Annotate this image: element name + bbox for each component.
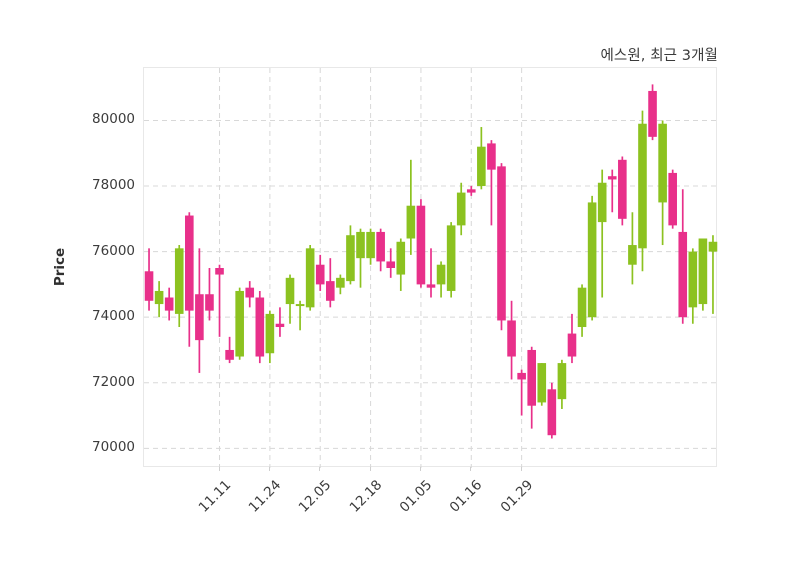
x-tick-label: 11.11 xyxy=(195,477,234,516)
x-tick-label: 01.05 xyxy=(396,477,436,516)
x-tick-label: 11.24 xyxy=(245,477,285,516)
x-tick-mark xyxy=(319,467,321,471)
candle-body xyxy=(446,225,456,291)
candle-body xyxy=(215,268,224,275)
candle-body xyxy=(527,349,537,406)
candle-body xyxy=(497,166,506,321)
candle-body xyxy=(235,290,244,357)
x-tick-label: 12.18 xyxy=(346,477,385,516)
candle-body xyxy=(356,231,365,259)
x-tick-label: 12.05 xyxy=(295,477,335,516)
candlestick-svg xyxy=(144,68,718,468)
candle-body xyxy=(587,202,597,318)
candle-body xyxy=(638,123,647,249)
candle-body xyxy=(426,284,436,288)
candle-body xyxy=(225,349,234,360)
candle-body xyxy=(205,294,214,311)
candle-body xyxy=(567,333,577,357)
candle-body xyxy=(466,189,476,193)
x-tick-mark xyxy=(268,467,270,471)
candle-body xyxy=(386,261,396,268)
candle-body xyxy=(416,205,426,285)
candle-body xyxy=(688,251,698,308)
candle-body xyxy=(346,235,355,282)
candle-body xyxy=(607,176,617,180)
candle-body xyxy=(144,271,154,301)
y-tick-label: 74000 xyxy=(92,308,135,325)
candle-body xyxy=(708,241,718,252)
candle-body xyxy=(154,290,164,305)
y-tick-label: 80000 xyxy=(92,111,135,128)
candle-body xyxy=(456,192,466,226)
x-tick-mark xyxy=(218,467,220,471)
candle-body xyxy=(255,297,265,357)
candlestick-series xyxy=(144,84,718,439)
candle-body xyxy=(366,231,375,259)
candle-body xyxy=(507,320,516,357)
x-tick-mark xyxy=(419,467,421,471)
candle-body xyxy=(678,231,688,318)
y-tick-label: 76000 xyxy=(92,242,135,259)
x-axis-tick-labels: 11.11 11.24 12.05 12.18 01.05 01.16 01.29 xyxy=(143,467,717,547)
candle-body xyxy=(628,245,637,265)
candle-body xyxy=(668,172,677,226)
candle-body xyxy=(315,264,325,285)
candle-body xyxy=(547,389,557,436)
candle-body xyxy=(396,241,406,275)
candle-body xyxy=(245,287,255,298)
candle-body xyxy=(698,238,708,305)
x-tick-mark xyxy=(470,467,472,471)
candle-body xyxy=(648,90,657,137)
candle-body xyxy=(275,323,285,328)
y-tick-label: 78000 xyxy=(92,177,135,194)
candle-body xyxy=(195,294,204,341)
x-tick-mark xyxy=(369,467,371,471)
candle-body xyxy=(336,277,345,288)
candle-body xyxy=(557,363,567,400)
y-tick-label: 72000 xyxy=(92,373,135,390)
candle-body xyxy=(597,182,607,223)
chart-title: 에스원, 최근 3개월 xyxy=(600,48,718,64)
y-tick-label: 70000 xyxy=(92,439,135,456)
candle-body xyxy=(406,205,416,239)
candle-body xyxy=(577,287,587,328)
candle-body xyxy=(618,159,627,219)
plot-area xyxy=(143,67,718,468)
candle-body xyxy=(285,277,295,305)
candle-body xyxy=(537,363,547,403)
candle-body xyxy=(325,281,335,301)
candle-body xyxy=(487,143,496,170)
x-tick-mark xyxy=(520,467,522,471)
candle-body xyxy=(517,372,526,380)
candle-body xyxy=(164,297,174,311)
x-tick-label: 01.16 xyxy=(446,477,486,516)
candle-body xyxy=(658,123,667,203)
candle-body xyxy=(295,304,305,307)
candle-body xyxy=(376,231,385,262)
candle-body xyxy=(185,215,194,311)
candle-body xyxy=(174,248,184,314)
y-axis-tick-labels: 70000 72000 74000 76000 78000 80000 xyxy=(63,67,135,467)
candle-body xyxy=(305,248,315,308)
candle-body xyxy=(265,313,275,354)
candle-body xyxy=(477,146,486,187)
x-tick-label: 01.29 xyxy=(497,477,536,516)
candle-body xyxy=(436,264,446,285)
